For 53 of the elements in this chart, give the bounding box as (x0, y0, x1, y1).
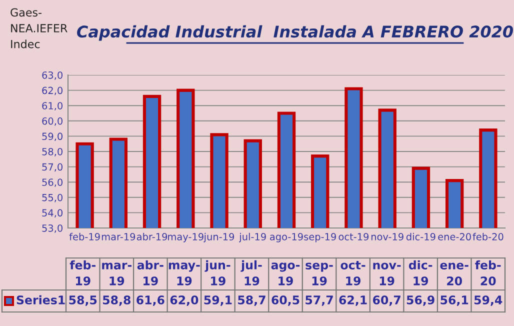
y-tick-label: 58,0 (42, 148, 62, 156)
y-tick-label: 54,0 (42, 209, 62, 218)
data-label: 58,8 (103, 295, 130, 306)
category-label: feb-20 (475, 260, 501, 286)
data-label: 56,9 (406, 296, 434, 306)
data-label: 61,6 (136, 296, 164, 306)
y-tick-label: 62,0 (42, 86, 62, 96)
category-label: jul-19 (240, 260, 262, 286)
y-tick-label: 56,0 (42, 178, 62, 187)
category-label: dic-19 (408, 260, 432, 286)
y-tick-label: 53,0 (42, 224, 62, 233)
x-tick-label: oct-19 (338, 233, 369, 240)
legend-label: Series1 (16, 295, 65, 304)
data-label: 60,7 (372, 295, 400, 306)
x-tick-label: may-19 (168, 233, 204, 242)
x-tick-label: ene-20 (438, 233, 471, 240)
category-label: mar-19 (102, 262, 132, 286)
category-label: sep-19 (306, 262, 333, 286)
category-label: jun-19 (204, 260, 230, 286)
y-tick-label: 55,0 (42, 194, 62, 202)
x-tick-label: abr-19 (136, 232, 168, 240)
data-label: 59,4 (474, 296, 502, 306)
category-label: ene-20 (440, 262, 468, 286)
category-label: feb-19 (70, 260, 96, 286)
y-tick-label: 63,0 (42, 71, 62, 80)
data-label: 60,5 (272, 295, 300, 306)
x-tick-label: jun-19 (204, 232, 234, 242)
chart-title: Capacidad Industrial Instalada A FEBRERO 2020 (77, 25, 513, 41)
data-label: 58,7 (238, 295, 266, 306)
data-label: 56,1 (440, 296, 468, 306)
y-tick-label: 61,0 (42, 102, 62, 110)
category-label: ago-19 (271, 262, 300, 286)
x-tick-label: jul-19 (238, 232, 266, 242)
category-label: abr-19 (137, 260, 164, 286)
x-tick-label: dic-19 (406, 232, 436, 240)
category-label: may-19 (168, 262, 200, 286)
data-label: 57,7 (306, 296, 333, 306)
x-tick-label: ago-19 (270, 233, 303, 242)
data-label: 58,5 (69, 295, 97, 306)
text: Gaes- NEA.IEFER Indec (10, 8, 68, 48)
x-tick-label: feb-19 (69, 232, 100, 240)
data-label: 62,1 (339, 295, 367, 306)
data-label: 62,0 (170, 295, 198, 306)
data-label: 59,1 (204, 296, 232, 306)
x-tick-label: nov-19 (371, 233, 404, 240)
y-tick-label: 59,0 (42, 132, 62, 142)
category-label: oct-19 (340, 261, 366, 286)
y-tick-label: 57,0 (42, 163, 62, 172)
category-label: nov-19 (373, 262, 401, 286)
x-tick-label: mar-19 (102, 233, 136, 240)
x-tick-label: sep-19 (304, 233, 336, 242)
x-tick-label: feb-20 (472, 232, 504, 240)
y-tick-label: 60,0 (42, 117, 62, 126)
